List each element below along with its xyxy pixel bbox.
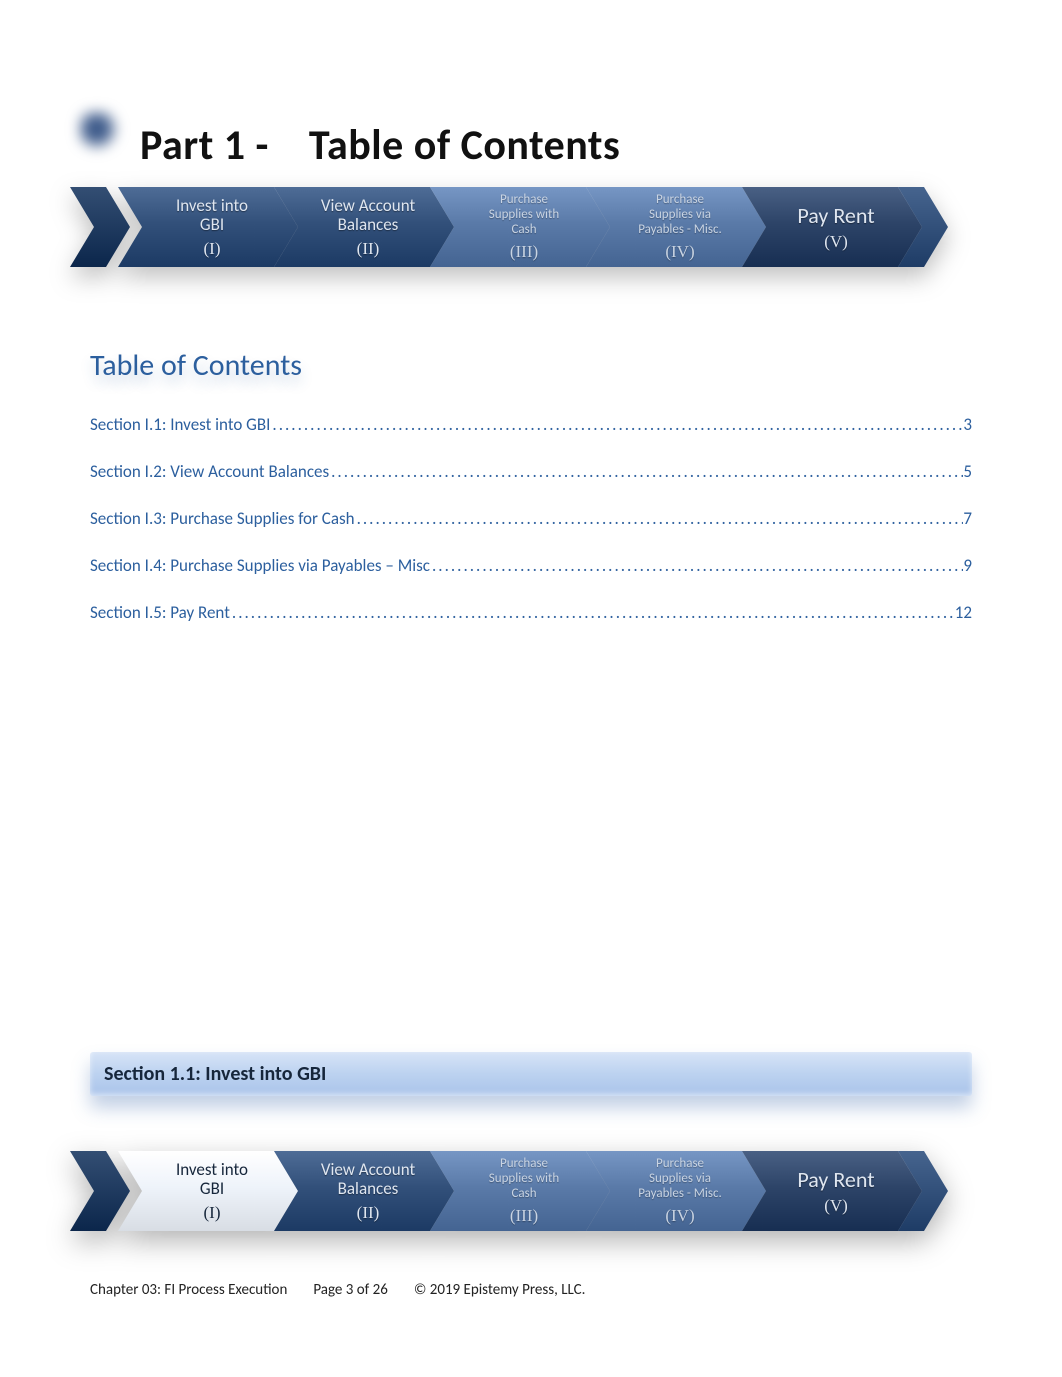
toc-entry-page: 9	[963, 555, 972, 576]
footer-chapter: Chapter 03: FI Process Execution	[90, 1281, 287, 1299]
toc-entry-page: 12	[955, 602, 972, 623]
toc-leader-dots	[329, 461, 963, 482]
toc-heading: Table of Contents	[90, 347, 972, 384]
page-title: Part 1 - Table of Contents	[90, 120, 972, 171]
toc-entry-title: Section I.5: Pay Rent	[90, 602, 230, 623]
title-text: Table of Contents	[309, 120, 620, 171]
part-label: Part 1 -	[140, 120, 269, 171]
chevron-tip	[898, 1151, 948, 1231]
chevron-step: Pay Rent(V)	[742, 1151, 922, 1231]
footer-copyright: © 2019 Epistemy Press, LLC.	[414, 1281, 586, 1299]
toc-leader-dots	[355, 508, 964, 529]
chevron-step: View AccountBalances(II)	[274, 187, 454, 267]
toc-entry-title: Section I.4: Purchase Supplies via Payab…	[90, 555, 430, 576]
toc-entry-page: 3	[963, 414, 972, 435]
toc-list: Section I.1: Invest into GBI 3 Section I.2…	[90, 414, 972, 623]
page-footer: Chapter 03: FI Process Execution Page 3 …	[90, 1281, 972, 1299]
chevron-step: Pay Rent(V)	[742, 187, 922, 267]
toc-leader-dots	[430, 555, 963, 576]
process-chevron-top: Invest intoGBI(I)View AccountBalances(II…	[90, 187, 972, 277]
toc-entry[interactable]: Section I.2: View Account Balances 5	[90, 461, 972, 482]
chevron-step: PurchaseSupplies withCash(III)	[430, 187, 610, 267]
toc-entry-title: Section I.3: Purchase Supplies for Cash	[90, 508, 355, 529]
process-chevron-bottom: Invest intoGBI(I)View AccountBalances(II…	[90, 1151, 972, 1241]
footer-page: Page 3 of 26	[313, 1281, 387, 1299]
chevron-step: View AccountBalances(II)	[274, 1151, 454, 1231]
toc-entry-page: 7	[963, 508, 972, 529]
chevron-step: PurchaseSupplies viaPayables - Misc.(IV)	[586, 187, 766, 267]
document-page: Part 1 - Table of Contents Invest intoGBI…	[0, 0, 1062, 1377]
chevron-step: Invest intoGBI(I)	[118, 187, 298, 267]
toc-entry-page: 5	[963, 461, 972, 482]
toc-entry[interactable]: Section I.5: Pay Rent 12	[90, 602, 972, 623]
toc-entry[interactable]: Section I.4: Purchase Supplies via Payab…	[90, 555, 972, 576]
toc-leader-dots	[230, 602, 955, 623]
toc-entry-title: Section I.1: Invest into GBI	[90, 414, 270, 435]
toc-entry[interactable]: Section I.3: Purchase Supplies for Cash 7	[90, 508, 972, 529]
toc-entry-title: Section I.2: View Account Balances	[90, 461, 329, 482]
toc-leader-dots	[270, 414, 963, 435]
section-banner: Section 1.1: Invest into GBI	[90, 1052, 972, 1096]
chevron-step: PurchaseSupplies withCash(III)	[430, 1151, 610, 1231]
toc-entry[interactable]: Section I.1: Invest into GBI 3	[90, 414, 972, 435]
section-banner-label: Section 1.1: Invest into GBI	[104, 1062, 326, 1086]
chevron-step: Invest intoGBI(I)	[118, 1151, 298, 1231]
chevron-tip	[898, 187, 948, 267]
chevron-step: PurchaseSupplies viaPayables - Misc.(IV)	[586, 1151, 766, 1231]
